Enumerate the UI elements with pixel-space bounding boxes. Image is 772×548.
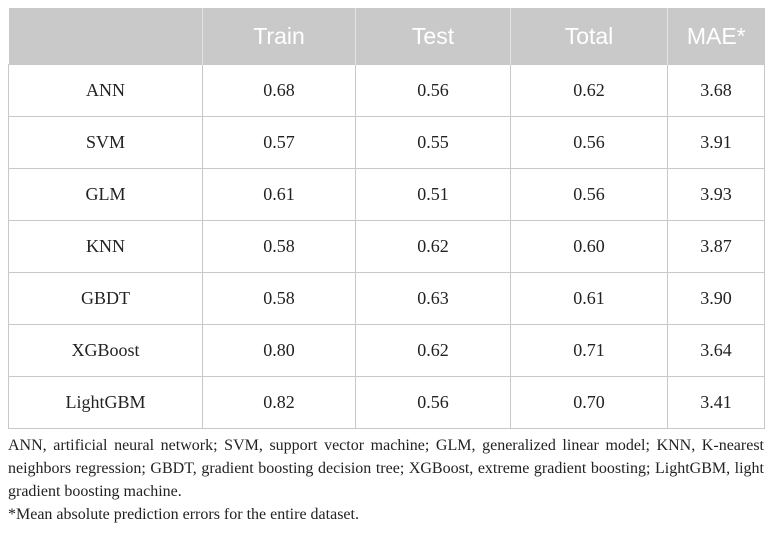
table-row: ANN 0.68 0.56 0.62 3.68 <box>8 64 765 117</box>
header-cell: MAE* <box>667 8 765 65</box>
metric-cell: 3.93 <box>667 168 765 221</box>
table-row: XGBoost 0.80 0.62 0.71 3.64 <box>8 324 765 377</box>
metric-cell: 0.55 <box>355 116 511 169</box>
metric-cell: 0.62 <box>355 324 511 377</box>
footnote: *Mean absolute prediction errors for the… <box>8 506 359 523</box>
abbreviations: ANN, artificial neural network; SVM, sup… <box>8 437 764 500</box>
metric-cell: 0.82 <box>202 376 356 429</box>
model-name: GLM <box>8 168 203 221</box>
metric-cell: 0.62 <box>355 220 511 273</box>
metric-cell: 0.62 <box>510 64 668 117</box>
metric-cell: 0.51 <box>355 168 511 221</box>
table-row: SVM 0.57 0.55 0.56 3.91 <box>8 116 765 169</box>
model-name: SVM <box>8 116 203 169</box>
metric-cell: 3.90 <box>667 272 765 325</box>
metric-cell: 0.61 <box>202 168 356 221</box>
model-name: XGBoost <box>8 324 203 377</box>
header-cell: Test <box>355 8 511 65</box>
metric-cell: 0.63 <box>355 272 511 325</box>
metric-cell: 0.57 <box>202 116 356 169</box>
metric-cell: 0.61 <box>510 272 668 325</box>
metric-cell: 3.91 <box>667 116 765 169</box>
metric-cell: 0.71 <box>510 324 668 377</box>
table-wrap: Train Test Total MAE* ANN 0.68 0.56 0.62 3.6… <box>8 8 765 429</box>
metric-cell: 3.41 <box>667 376 765 429</box>
metric-cell: 0.56 <box>510 168 668 221</box>
results-table: Train Test Total MAE* ANN 0.68 0.56 0.62 3.6… <box>8 8 765 429</box>
footnotes: ANN, artificial neural network; SVM, sup… <box>8 434 764 526</box>
metric-cell: 0.56 <box>355 64 511 117</box>
header-cell: Total <box>510 8 668 65</box>
metric-cell: 3.64 <box>667 324 765 377</box>
metric-cell: 0.70 <box>510 376 668 429</box>
metric-cell: 0.68 <box>202 64 356 117</box>
table-row: GBDT 0.58 0.63 0.61 3.90 <box>8 272 765 325</box>
table-row: LightGBM 0.82 0.56 0.70 3.41 <box>8 376 765 429</box>
model-name: ANN <box>8 64 203 117</box>
model-name: GBDT <box>8 272 203 325</box>
metric-cell: 3.87 <box>667 220 765 273</box>
metric-cell: 0.56 <box>355 376 511 429</box>
table-row: GLM 0.61 0.51 0.56 3.93 <box>8 168 765 221</box>
metric-cell: 3.68 <box>667 64 765 117</box>
metric-cell: 0.80 <box>202 324 356 377</box>
header-cell: Train <box>202 8 356 65</box>
table-body: ANN 0.68 0.56 0.62 3.68 SVM 0.57 0.55 0.56 3.91 GL… <box>8 64 765 429</box>
metric-cell: 0.58 <box>202 220 356 273</box>
metric-cell: 0.60 <box>510 220 668 273</box>
metric-cell: 0.58 <box>202 272 356 325</box>
metric-cell: 0.56 <box>510 116 668 169</box>
table-row: KNN 0.58 0.62 0.60 3.87 <box>8 220 765 273</box>
model-name: KNN <box>8 220 203 273</box>
header-cell <box>8 8 203 65</box>
header-row: Train Test Total MAE* <box>8 8 765 65</box>
model-name: LightGBM <box>8 376 203 429</box>
